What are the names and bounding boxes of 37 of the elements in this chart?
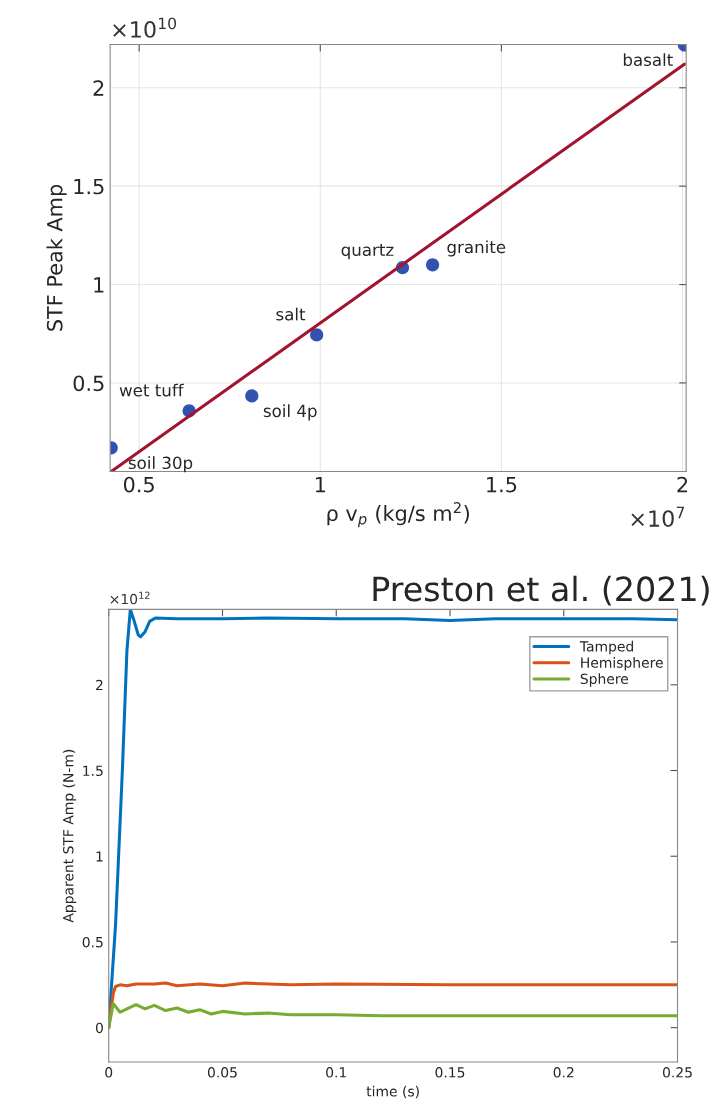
x-axis-title: time (s) [366,1085,419,1099]
annotation: quartz [341,244,394,260]
text: ×10$^{12}$ [110,591,150,605]
chart-title: Preston et al. (2021) [373,575,709,606]
annotation: basalt [623,53,673,67]
annotation: soil 4p [263,404,317,421]
text: ×10$^{7}$ [631,506,685,527]
y-tick-label: 2 [96,679,103,691]
y-tick-label: 0 [95,1022,103,1034]
x-tick-label: 0.25 [662,1067,692,1078]
x-tick-label: 0.1 [326,1067,346,1078]
y-tick-label: 0.5 [73,375,104,392]
annotation: soil 30p [128,456,193,473]
x-tick-label: 0 [105,1067,113,1078]
y-tick-label: 1 [96,851,103,862]
annotation: granite [447,240,506,257]
x-tick-label: 0.15 [435,1067,465,1078]
legend-label: Hemisphere [581,657,663,671]
y-tick-label: 1.5 [83,765,103,776]
text: ×10$^{10}$ [113,17,177,38]
y-tick-label: 1.5 [74,178,104,195]
y-axis-title: Apparent STF Amp (N-m) [62,749,77,923]
x-tick-label: 2 [677,476,688,493]
y-axis-title: STF Peak Amp [46,184,67,331]
y-tick-label: 0.5 [82,936,103,948]
annotation: wet tuff [119,383,184,397]
x-tick-label: 0.5 [123,476,154,493]
legend-label: Tamped [579,640,633,655]
x-tick-label: 1.5 [487,476,517,493]
y-tick-label: 2 [93,80,104,96]
legend-label: Sphere [580,673,629,687]
annotation: salt [276,307,306,321]
x-tick-label: 1 [315,476,325,493]
y-tick-label: 1 [94,277,104,293]
x-tick-label: 0.2 [553,1067,574,1078]
x-tick-label: 0.05 [207,1067,237,1078]
x-axis-title: ρ v$_{p}$ (kg/s m$^{2}$) [327,502,469,528]
